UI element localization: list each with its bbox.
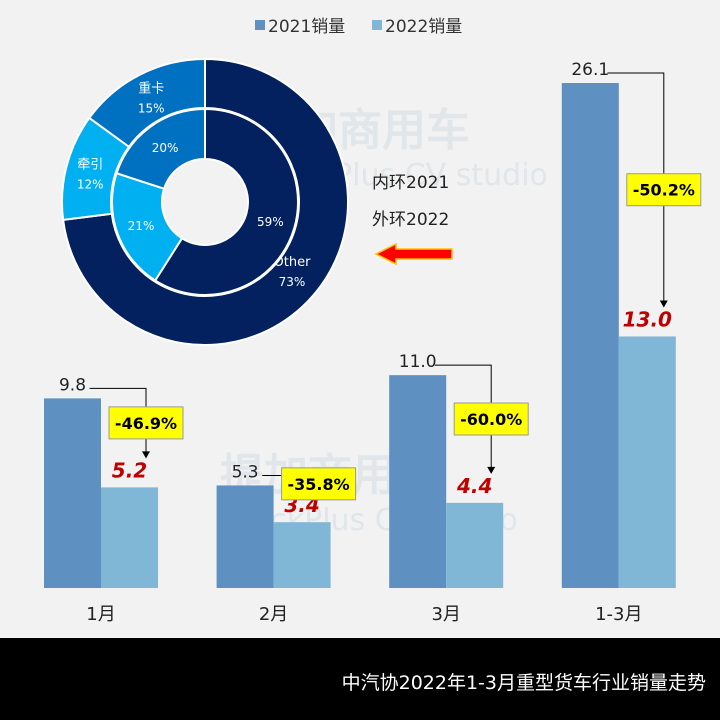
bar-2022 xyxy=(273,522,331,588)
legend-swatch xyxy=(255,20,265,30)
bar-2021 xyxy=(44,398,101,588)
change-badge xyxy=(453,402,529,436)
bar-2021 xyxy=(216,485,274,588)
category-label: 1-3月 xyxy=(595,604,642,625)
value-label-2021: 5.3 xyxy=(232,462,259,482)
value-label-2022: 13.0 xyxy=(623,307,672,331)
donut-slice xyxy=(111,172,184,282)
change-connector xyxy=(434,364,492,473)
donut-percent-label: 12% xyxy=(77,178,104,192)
donut-percent-label: 73% xyxy=(279,275,306,289)
value-label-2021: 11.0 xyxy=(399,352,437,372)
bar-2022 xyxy=(618,336,676,588)
arrow-head-icon xyxy=(142,451,150,459)
donut-category-label: 牵引 xyxy=(77,158,103,173)
bar-2022 xyxy=(446,502,504,588)
footer-bar: 中汽协2022年1-3月重型货车行业销量走势 xyxy=(0,638,720,720)
bar-2022 xyxy=(101,487,158,588)
value-label-2021: 26.1 xyxy=(571,60,609,80)
change-badge xyxy=(108,406,184,440)
donut-note-inner: 内环2021 xyxy=(372,173,449,193)
chart-title: 中汽协2022年1-3月重型货车行业销量走势 xyxy=(341,672,706,694)
donut-percent-label: 59% xyxy=(257,215,284,229)
change-label: -46.9% xyxy=(115,414,177,433)
change-badge xyxy=(281,467,357,501)
value-label-2022: 4.4 xyxy=(456,474,492,498)
legend-label: 2022销量 xyxy=(385,17,462,37)
value-label-2021: 9.8 xyxy=(59,375,86,395)
donut-category-label: 重卡 xyxy=(138,80,164,96)
donut-note-outer: 外环2022 xyxy=(372,210,449,230)
legend-label: 2021销量 xyxy=(268,17,345,37)
change-connector xyxy=(607,72,665,307)
donut-percent-label: 21% xyxy=(128,219,155,233)
donut-slice xyxy=(115,107,206,190)
donut-slice xyxy=(153,107,299,296)
value-label-2022: 5.2 xyxy=(112,458,147,482)
donut-category-label: Other xyxy=(274,255,312,270)
bar-2021 xyxy=(389,375,447,588)
change-label: -50.2% xyxy=(633,181,695,200)
arrow-head-icon xyxy=(659,300,668,308)
donut-percent-label: 20% xyxy=(152,141,179,155)
donut-percent-label: 15% xyxy=(138,101,165,115)
category-label: 1月 xyxy=(86,604,115,625)
red-arrow-icon xyxy=(374,242,453,266)
category-label: 2月 xyxy=(259,604,288,625)
arrow-head-icon xyxy=(487,466,496,474)
change-label: -35.8% xyxy=(288,475,350,494)
change-badge xyxy=(626,173,702,207)
change-label: -60.0% xyxy=(460,410,522,429)
bar-2021 xyxy=(561,83,619,588)
legend-swatch xyxy=(372,20,382,30)
category-label: 3月 xyxy=(431,604,460,625)
